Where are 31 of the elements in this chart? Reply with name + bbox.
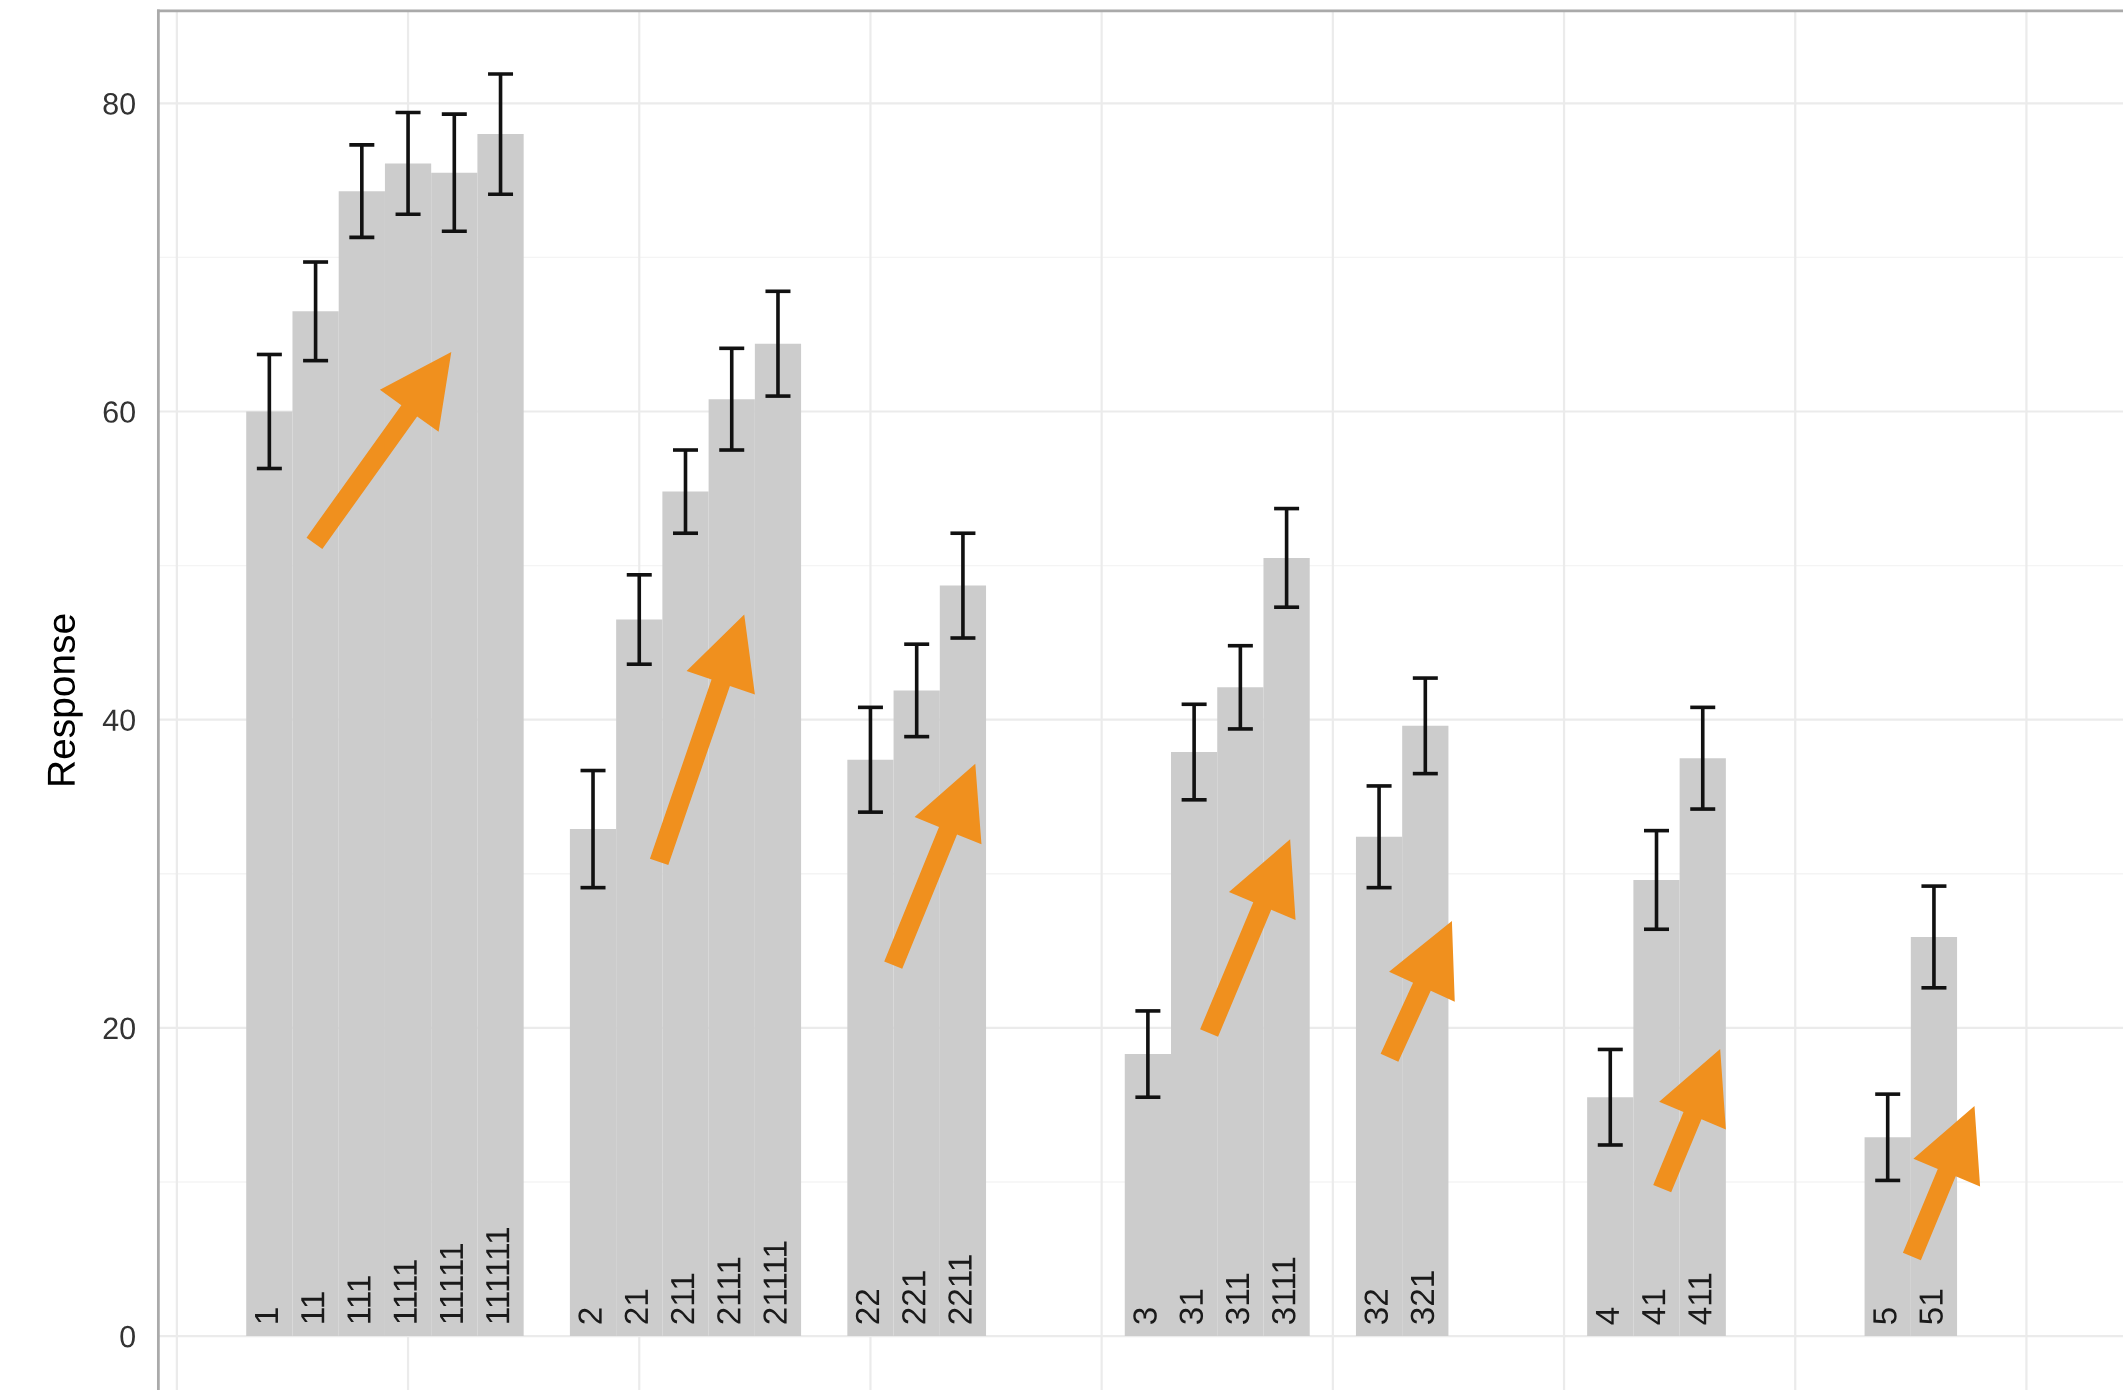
x-tick-label: 51 — [1919, 1289, 1943, 1324]
y-tick-label: 40 — [102, 709, 135, 732]
x-tick-label: 11 — [301, 1292, 325, 1323]
x-tick-label: 311 — [1225, 1273, 1250, 1325]
y-axis-title: Response — [47, 614, 83, 785]
x-tick-label: 2211 — [948, 1255, 972, 1324]
x-tick-label: 31 — [1179, 1289, 1204, 1325]
y-tick-label: 20 — [103, 1017, 135, 1040]
x-tick-label: 11111 — [439, 1244, 463, 1323]
y-tick-label: 80 — [103, 93, 135, 115]
x-tick-label: 3111 — [1271, 1257, 1296, 1325]
x-tick-label: 5 — [1873, 1308, 1897, 1324]
x-tick-label: 2111 — [717, 1257, 741, 1324]
x-tick-label: 411 — [1688, 1273, 1712, 1325]
x-tick-label: 111 — [347, 1276, 371, 1323]
x-tick-label: 3 — [1133, 1308, 1157, 1325]
x-tick-label: 321 — [1410, 1271, 1435, 1325]
x-tick-label: 111111 — [486, 1227, 510, 1323]
y-tick-label: 0 — [120, 1325, 135, 1348]
x-tick-label: 22 — [855, 1289, 880, 1324]
x-tick-label: 21 — [624, 1289, 648, 1324]
x-tick-label: 21111 — [763, 1241, 787, 1324]
x-tick-label: 2 — [578, 1308, 602, 1324]
y-tick-label: 60 — [103, 401, 135, 423]
x-tick-label: 211 — [670, 1273, 695, 1324]
x-tick-label: 4 — [1595, 1307, 1619, 1325]
x-tick-label: 221 — [902, 1271, 926, 1324]
x-tick-label: 41 — [1642, 1289, 1666, 1325]
x-tick-label: 32 — [1364, 1289, 1389, 1325]
x-tick-label: 1111 — [393, 1260, 417, 1323]
x-tick-label: 1 — [255, 1308, 278, 1323]
